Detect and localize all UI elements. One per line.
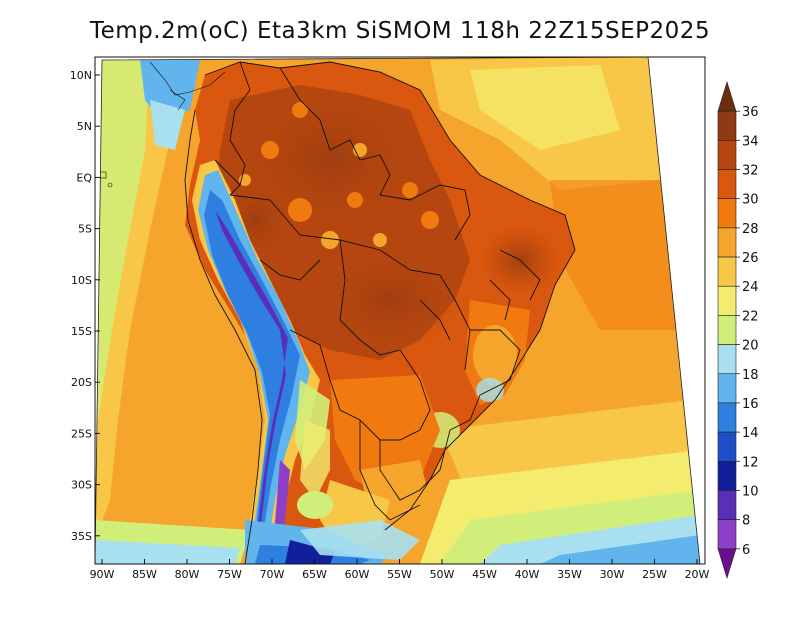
colorbar-label: 36 (742, 105, 759, 120)
colorbar-label: 34 (742, 134, 759, 149)
lon-tick-label: 85W (132, 568, 157, 581)
colorbar-label: 6 (742, 543, 750, 558)
lat-tick-label: 5N (77, 120, 92, 133)
lon-tick-label: 50W (430, 568, 455, 581)
colorbar-segment (717, 490, 737, 520)
colorbar-segment (717, 548, 737, 580)
lon-tick-label: 45W (472, 568, 497, 581)
colorbar-segment (717, 227, 737, 258)
colorbar-label: 16 (742, 397, 759, 412)
colorbar-segment (717, 460, 737, 491)
colorbar-label: 22 (742, 309, 759, 324)
lat-tick-label: 15S (71, 325, 92, 338)
colorbar-label: 14 (742, 426, 759, 441)
lat-tick-label: 30S (71, 479, 92, 492)
lon-tick-label: 70W (260, 568, 285, 581)
colorbar-segment (717, 431, 737, 462)
colorbar-segment (717, 402, 737, 433)
colorbar-segment (717, 169, 737, 200)
colorbar-label: 20 (742, 339, 759, 354)
colorbar-segment (717, 80, 737, 112)
lat-tick-label: 10S (71, 274, 92, 287)
lon-tick-label: 40W (515, 568, 540, 581)
colorbar-segment (717, 110, 737, 141)
lon-tick-label: 75W (217, 568, 242, 581)
colorbar-segment (717, 285, 737, 316)
colorbar-segment (717, 315, 737, 345)
lon-tick-label: 80W (175, 568, 200, 581)
colorbar-label: 26 (742, 251, 759, 266)
lon-tick-label: 30W (600, 568, 625, 581)
lon-tick-label: 55W (387, 568, 412, 581)
colorbar-segment (717, 373, 737, 404)
lon-tick-label: 20W (685, 568, 710, 581)
lon-tick-label: 65W (302, 568, 327, 581)
map-title: Temp.2m(oC) Eta3km SiSMOM 118h 22Z15SEP2… (89, 18, 711, 44)
lat-tick-label: 25S (71, 427, 92, 440)
lon-tick-label: 35W (557, 568, 582, 581)
colorbar-label: 8 (742, 514, 750, 529)
colorbar-label: 24 (742, 280, 759, 295)
lon-tick-label: 90W (90, 568, 115, 581)
lat-tick-label: 35S (71, 530, 92, 543)
longitude-axis: 90W 85W 80W 75W 70W 65W 60W 55W 50W 45W 40W 35W 30W 2… (90, 559, 710, 581)
colorbar-label: 10 (742, 484, 759, 499)
colorbar-label: 32 (742, 164, 759, 179)
lon-tick-label: 25W (642, 568, 667, 581)
lat-tick-label: 5S (78, 223, 92, 236)
lat-tick-label: 10N (70, 69, 92, 82)
colorbar: 36 34 32 30 28 26 24 22 20 18 16 14 12 10 8 6 (717, 80, 759, 580)
colorbar-label: 12 (742, 455, 759, 470)
latitude-axis: 10N 5N EQ 5S 10S 15S 20S 25S 30S 35S (70, 69, 100, 543)
lat-tick-label: 20S (71, 376, 92, 389)
colorbar-segment (717, 198, 737, 229)
colorbar-segment (717, 140, 737, 170)
colorbar-label: 18 (742, 368, 759, 383)
colorbar-segment (717, 344, 737, 375)
colorbar-segment (717, 256, 737, 287)
temperature-field (95, 57, 700, 564)
colorbar-label: 28 (742, 222, 759, 237)
colorbar-segment (717, 519, 737, 550)
lon-tick-label: 60W (345, 568, 370, 581)
colorbar-label: 30 (742, 193, 759, 208)
lat-tick-label: EQ (76, 171, 92, 184)
